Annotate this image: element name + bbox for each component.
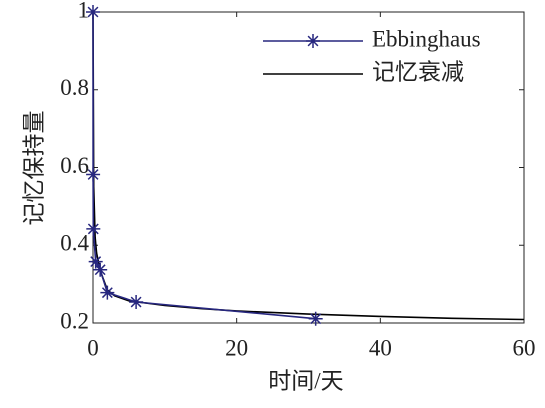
x-tick-label: 0 xyxy=(87,335,99,360)
marker xyxy=(93,262,108,277)
series-line xyxy=(92,11,525,321)
marker xyxy=(308,311,323,326)
marker xyxy=(86,221,101,236)
series-line xyxy=(92,11,316,320)
legend-label: 记忆衰减 xyxy=(372,59,464,84)
x-tick-label: 20 xyxy=(225,335,248,360)
marker xyxy=(100,285,115,300)
y-tick-label: 0.2 xyxy=(60,308,89,333)
y-axis-label: 记忆保持量 xyxy=(21,111,46,226)
legend-label: Ebbinghaus xyxy=(372,26,481,51)
x-axis-label: 时间/天 xyxy=(268,368,343,393)
marker xyxy=(86,167,101,182)
marker xyxy=(88,254,103,269)
x-tick-label: 40 xyxy=(369,335,392,360)
x-tick-label: 60 xyxy=(513,335,536,360)
marker xyxy=(129,295,144,310)
marker xyxy=(86,5,100,19)
y-tick-label: 0.8 xyxy=(60,75,89,100)
y-tick-label: 0.6 xyxy=(60,153,89,178)
y-tick-label: 1 xyxy=(78,0,90,22)
y-tick-label: 0.4 xyxy=(60,231,89,256)
legend-marker xyxy=(306,34,320,48)
